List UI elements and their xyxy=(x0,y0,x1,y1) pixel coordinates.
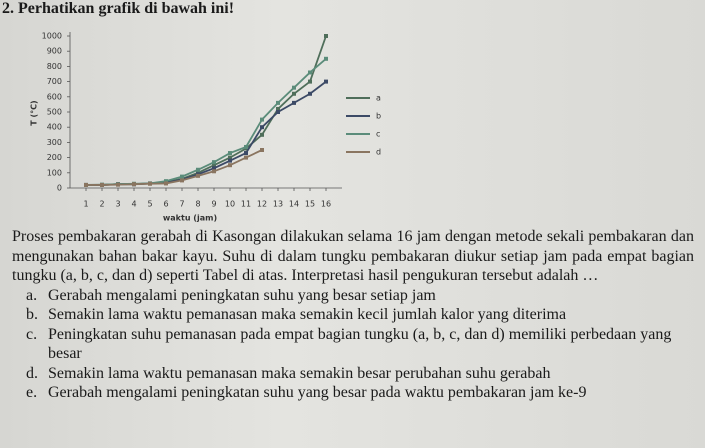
point xyxy=(244,144,248,149)
text-body: Proses pembakaran gerabah di Kasongan di… xyxy=(12,227,694,403)
point xyxy=(276,100,280,105)
x-tick-label: 14 xyxy=(289,200,299,209)
option-letter: b. xyxy=(26,306,38,323)
point xyxy=(212,163,216,168)
legend-label: c xyxy=(376,130,380,139)
point xyxy=(180,178,184,183)
x-tick-label: 1 xyxy=(83,200,88,209)
y-tick-label: 1000 xyxy=(42,32,62,41)
point xyxy=(100,182,104,187)
option: c. Peningkatan suhu pemanasan pada empat … xyxy=(12,325,694,364)
point xyxy=(324,56,328,61)
x-tick-label: 3 xyxy=(115,200,120,209)
point xyxy=(84,182,88,187)
option-text: Semakin lama waktu pemanasan maka semaki… xyxy=(48,364,551,382)
point xyxy=(180,174,184,179)
point xyxy=(276,110,280,114)
y-tick-label: 900 xyxy=(47,47,62,56)
x-tick-label: 8 xyxy=(195,200,200,209)
option: e. Gerabah mengalami peningkatan suhu yan… xyxy=(12,383,694,403)
y-tick-label: 200 xyxy=(47,153,62,162)
x-tick-label: 9 xyxy=(211,200,216,209)
point xyxy=(228,158,232,163)
point xyxy=(228,155,232,160)
legend-label: d xyxy=(376,148,381,157)
point xyxy=(212,160,216,165)
prompt: Perhatikan grafik di bawah ini! xyxy=(18,0,235,17)
option-text: Semakin lama waktu pemanasan maka semaki… xyxy=(48,306,567,323)
point xyxy=(260,132,264,137)
point xyxy=(260,125,264,130)
x-tick-label: 4 xyxy=(131,200,136,209)
x-tick-label: 16 xyxy=(321,200,331,209)
point xyxy=(260,148,264,152)
series-line xyxy=(86,149,263,186)
question: 2. Perhatikan grafik di bawah ini! xyxy=(2,0,234,18)
x-tick-label: 13 xyxy=(273,200,283,209)
series-line xyxy=(86,35,327,186)
x-tick-label: 15 xyxy=(305,200,315,209)
option: d. Semakin lama waktu pemanasan maka sema… xyxy=(12,364,694,384)
point xyxy=(164,179,168,184)
option-text: Peningkatan suhu pemanasan pada empat ba… xyxy=(48,325,672,363)
x-axis-label: waktu (jam) xyxy=(163,214,217,223)
chart: waktu (jam) T (°C) 0 100 200 300 400 500 600 70… xyxy=(30,32,382,223)
point xyxy=(244,151,248,156)
point xyxy=(132,182,136,187)
option-letter: c. xyxy=(26,325,38,343)
number: 2. xyxy=(2,0,14,17)
point xyxy=(196,167,200,172)
option-letter: a. xyxy=(26,286,38,304)
y-tick-label: 400 xyxy=(47,123,62,132)
point xyxy=(228,151,232,156)
options: a. Gerabah mengalami peningkatan suhu yan… xyxy=(12,286,694,403)
point xyxy=(292,100,296,105)
option: a. Gerabah mengalami peningkatan suhu yan… xyxy=(12,286,694,306)
y-tick-label: 700 xyxy=(47,77,62,86)
legend-label: a xyxy=(376,94,381,103)
series-line xyxy=(85,58,327,186)
point xyxy=(308,70,312,75)
x-tick-label: 6 xyxy=(163,200,168,209)
option-letter: e. xyxy=(26,384,38,401)
option-text: Gerabah mengalami peningkatan suhu yang … xyxy=(48,286,436,304)
y-tick-label: 0 xyxy=(57,184,62,193)
option-text: Gerabah mengalami peningkatan suhu yang … xyxy=(48,384,587,401)
y-tick-label: 500 xyxy=(47,108,62,117)
x-tick-label: 2 xyxy=(99,200,104,209)
y-axis-label: T (°C) xyxy=(30,100,39,125)
x-tick-label: 5 xyxy=(147,200,152,209)
point xyxy=(308,91,312,96)
point xyxy=(276,106,280,111)
point xyxy=(148,181,152,186)
option-letter: d. xyxy=(26,364,38,382)
point xyxy=(196,173,200,178)
point xyxy=(308,79,312,84)
y-tick-label: 800 xyxy=(47,62,62,71)
point xyxy=(292,91,296,96)
x-tick-label: 10 xyxy=(225,200,235,209)
point xyxy=(244,155,248,160)
option: b. Semakin lama waktu pemanasan maka sema… xyxy=(12,305,694,325)
y-tick-label: 100 xyxy=(47,168,62,177)
point xyxy=(116,182,120,187)
point xyxy=(292,85,296,90)
point xyxy=(324,34,328,38)
x-tick-label: 12 xyxy=(257,200,267,209)
point xyxy=(212,166,216,171)
y-tick-label: 300 xyxy=(47,138,62,147)
paragraph: Proses pembakaran gerabah di Kasongan di… xyxy=(12,228,694,284)
y-tick-label: 600 xyxy=(47,92,62,101)
point xyxy=(228,163,232,168)
point xyxy=(212,169,216,174)
point xyxy=(164,181,168,186)
x-tick-label: 7 xyxy=(179,200,184,209)
point xyxy=(324,79,328,84)
point xyxy=(260,117,264,122)
x-tick-label: 11 xyxy=(241,200,251,209)
legend-label: b xyxy=(376,112,381,121)
